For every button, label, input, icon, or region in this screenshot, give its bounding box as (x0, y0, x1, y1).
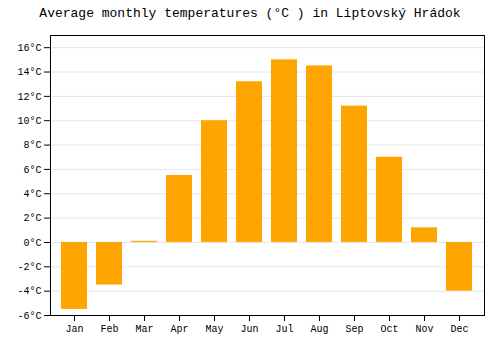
svg-text:Aug: Aug (310, 324, 328, 335)
html-text:Average monthly temperatures (: Average monthly temperatures (°C ) in Li… (39, 6, 461, 21)
svg-text:Sep: Sep (345, 324, 363, 335)
svg-text:10°C: 10°C (17, 116, 41, 127)
svg-text:6°C: 6°C (23, 165, 41, 176)
svg-text:Dec: Dec (450, 324, 468, 335)
svg-text:Jun: Jun (240, 324, 258, 335)
svg-text:-4°C: -4°C (17, 286, 41, 297)
svg-text:-2°C: -2°C (17, 262, 41, 273)
svg-text:Mar: Mar (135, 324, 153, 335)
svg-text:2°C: 2°C (23, 213, 41, 224)
svg-text:May: May (205, 324, 223, 335)
svg-text:-6°C: -6°C (17, 311, 41, 322)
svg-text:Nov: Nov (415, 324, 433, 335)
svg-text:16°C: 16°C (17, 43, 41, 54)
svg-text:Feb: Feb (100, 324, 118, 335)
svg-text:0°C: 0°C (23, 238, 41, 249)
svg-text:14°C: 14°C (17, 67, 41, 78)
svg-text:12°C: 12°C (17, 92, 41, 103)
svg-text:Apr: Apr (170, 324, 188, 335)
svg-text:Jan: Jan (65, 324, 83, 335)
svg-text:8°C: 8°C (23, 140, 41, 151)
svg-text:Jul: Jul (275, 324, 293, 335)
svg-text:Oct: Oct (380, 324, 398, 335)
svg-text:4°C: 4°C (23, 189, 41, 200)
